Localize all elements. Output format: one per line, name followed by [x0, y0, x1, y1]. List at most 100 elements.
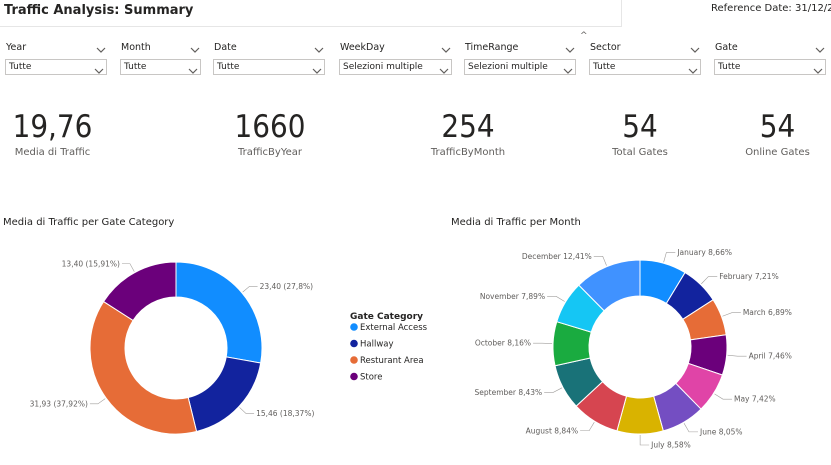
leader-line: [544, 387, 563, 393]
data-label: July 8,58%: [650, 440, 691, 449]
leader-line: [639, 434, 650, 446]
data-label: 15,46 (18,37%): [256, 409, 314, 418]
data-label: 23,40 (27,8%): [260, 282, 314, 291]
page-title: Traffic Analysis: Summary: [4, 3, 194, 18]
kpi-value: 1660: [234, 109, 306, 145]
slicer-value: Tutte: [718, 62, 741, 72]
kpi-value: 54: [622, 109, 658, 145]
chevron-up-icon[interactable]: ^: [580, 31, 588, 41]
slice-external-access[interactable]: [175, 261, 263, 364]
slicer-sector: Sector Tutte: [589, 41, 701, 75]
chevron-down-icon[interactable]: [189, 41, 201, 53]
leader-line: [683, 423, 699, 433]
chevron-down-icon[interactable]: [562, 62, 573, 74]
slicer-dropdown[interactable]: Selezioni multiple: [339, 59, 452, 75]
data-label: 31,93 (37,92%): [30, 399, 88, 408]
chevron-down-icon[interactable]: [438, 62, 449, 74]
kpi-label: TrafficByYear: [238, 147, 302, 158]
slicer-header[interactable]: Year: [5, 41, 107, 55]
slicer-dropdown[interactable]: Tutte: [120, 59, 201, 75]
slicer-label: Date: [214, 42, 237, 53]
chevron-down-icon[interactable]: [93, 62, 104, 74]
legend-title: Gate Category: [350, 312, 423, 322]
leader-line: [722, 312, 741, 317]
slicer-dropdown[interactable]: Tutte: [5, 59, 107, 75]
slicer-label: Sector: [590, 42, 621, 53]
kpi-label: Media di Traffic: [14, 147, 91, 158]
leader-line: [663, 252, 676, 263]
legend-item-resturant-area[interactable]: Resturant Area: [360, 356, 424, 366]
slice-store[interactable]: [102, 261, 177, 322]
gate-category-chart-title: Media di Traffic per Gate Category: [3, 217, 175, 228]
slicer-dropdown[interactable]: Selezioni multiple: [464, 59, 576, 75]
data-label: 13,40 (15,91%): [62, 259, 120, 268]
kpi-label: TrafficByMonth: [430, 147, 506, 158]
slicer-label: Year: [6, 42, 27, 53]
data-label: December 12,41%: [522, 252, 592, 261]
data-label: March 6,89%: [743, 308, 792, 317]
slicer-dropdown[interactable]: Tutte: [589, 59, 701, 75]
chevron-down-icon[interactable]: [687, 62, 698, 74]
slicer-value: Tutte: [9, 62, 32, 72]
slicer-header[interactable]: Gate: [714, 41, 826, 55]
reference-date: Reference Date: 31/12/2019: [711, 3, 831, 14]
kpi-media-di-traffic: 19,76 Media di Traffic: [5, 108, 100, 159]
leader-line: [580, 422, 595, 432]
slicer-header[interactable]: WeekDay: [339, 41, 452, 55]
kpi-label: Online Gates: [745, 147, 810, 158]
slicer-header[interactable]: Date: [213, 41, 325, 55]
slicer-label: Gate: [715, 42, 738, 53]
legend-marker: [350, 323, 358, 331]
leader-line: [239, 407, 255, 414]
legend-item-hallway[interactable]: Hallway: [360, 340, 394, 350]
leader-line: [547, 296, 565, 302]
kpi-value: 19,76: [12, 109, 93, 145]
chevron-down-icon[interactable]: [689, 41, 701, 53]
title-box: Traffic Analysis: Summary: [0, 0, 622, 27]
chevron-down-icon[interactable]: [187, 62, 198, 74]
slicer-label: WeekDay: [340, 42, 385, 53]
slicer-value: Tutte: [593, 62, 616, 72]
data-label: May 7,42%: [734, 395, 776, 404]
slicer-weekday: WeekDay Selezioni multiple: [339, 41, 452, 75]
legend-marker: [350, 372, 358, 381]
kpi-label: Total Gates: [612, 147, 668, 158]
kpi-online-gates: 54 Online Gates: [730, 108, 825, 159]
slicer-header[interactable]: TimeRange: [464, 41, 576, 55]
slicer-value: Selezioni multiple: [468, 62, 548, 72]
chevron-down-icon[interactable]: [564, 41, 576, 53]
leader-line: [701, 276, 718, 285]
data-label: June 8,05%: [699, 427, 743, 436]
kpi-value: 54: [759, 109, 796, 145]
slicer-dropdown[interactable]: Tutte: [213, 59, 325, 75]
slicer-gate: Gate Tutte: [714, 41, 826, 75]
slicer-date: Date Tutte: [213, 41, 325, 75]
leader-line: [121, 263, 135, 272]
month-chart-title: Media di Traffic per Month: [451, 217, 581, 228]
chevron-down-icon[interactable]: [313, 41, 325, 53]
slicer-month: Month Tutte: [120, 41, 201, 75]
slice-hallway[interactable]: [187, 356, 262, 433]
kpi-value: 254: [441, 109, 495, 145]
slicer-timerange: TimeRange Selezioni multiple: [464, 41, 576, 75]
chevron-down-icon[interactable]: [440, 41, 452, 53]
slicer-header[interactable]: Sector: [589, 41, 701, 55]
data-label: January 8,66%: [676, 248, 732, 257]
slicer-header[interactable]: Month: [120, 41, 201, 55]
kpi-traffic-by-month: 254 TrafficByMonth: [408, 108, 528, 159]
chevron-down-icon[interactable]: [812, 62, 823, 74]
slicer-dropdown[interactable]: Tutte: [714, 59, 826, 75]
chevron-down-icon[interactable]: [95, 41, 107, 53]
legend-item-store[interactable]: Store: [360, 373, 382, 383]
chevron-down-icon[interactable]: [814, 41, 826, 53]
slice-resturant-area[interactable]: [89, 300, 198, 435]
slice-december[interactable]: [578, 259, 641, 312]
slicer-value: Tutte: [124, 62, 147, 72]
leader-line: [714, 393, 732, 400]
legend-marker: [350, 356, 358, 364]
leader-line: [89, 398, 106, 405]
legend-item-external-access[interactable]: External Access: [360, 323, 428, 333]
slicer-label: Month: [121, 42, 151, 53]
chevron-down-icon[interactable]: [311, 62, 322, 74]
kpi-total-gates: 54 Total Gates: [595, 108, 685, 159]
